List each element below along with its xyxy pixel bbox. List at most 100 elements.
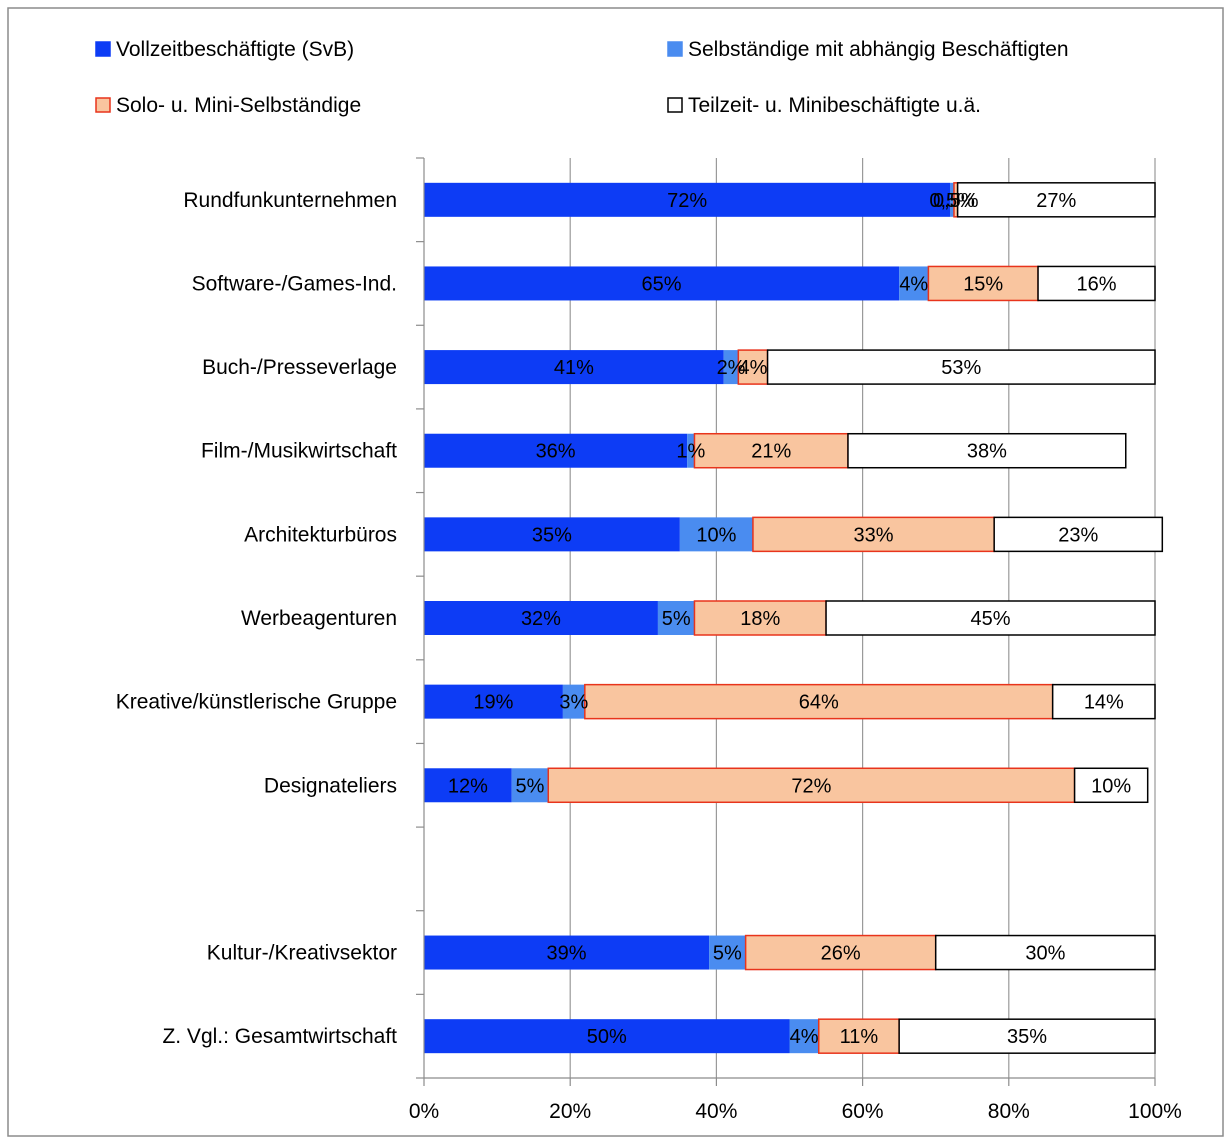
x-tick-label: 40% [695, 1100, 737, 1123]
legend-swatch-3 [95, 97, 111, 113]
bar-segment-2 [679, 517, 753, 552]
data-label: 5% [662, 608, 691, 630]
bar-segment-1 [424, 350, 724, 385]
legend-swatch-2 [667, 41, 683, 57]
data-label: 2% [717, 357, 746, 379]
bar-segment-2 [687, 433, 695, 468]
data-label: 4% [899, 273, 928, 295]
data-label: 32% [521, 608, 561, 630]
legend-swatch-1 [95, 41, 111, 57]
data-label: 35% [532, 524, 572, 546]
bar-segment-2 [899, 266, 929, 301]
bar-segment-1 [424, 768, 512, 803]
legend: Vollzeitbeschäftigte (SvB) Selbständige m… [95, 38, 1069, 117]
category-label: Werbeagenturen [241, 607, 397, 630]
bar-segment-4 [766, 349, 1156, 385]
bar-segment-3 [752, 516, 995, 553]
x-tick-label: 60% [842, 1100, 884, 1123]
data-label: 0,5% [929, 190, 975, 212]
bar-segment-2 [511, 768, 549, 803]
data-label: 53% [941, 357, 981, 379]
bar-segment-3 [693, 600, 827, 636]
bar-segment-1 [424, 684, 563, 719]
data-label: 21% [751, 441, 791, 463]
data-label: 12% [448, 775, 488, 797]
bars [424, 182, 1164, 1054]
bar-segment-4 [956, 182, 1156, 218]
data-label: 26% [821, 943, 861, 965]
legend-label-3: Solo- u. Mini-Selbständige [116, 94, 361, 117]
bar-segment-3 [584, 683, 1054, 720]
data-label: 19% [473, 692, 513, 714]
data-label: 14% [1084, 692, 1124, 714]
data-label: 15% [963, 273, 1003, 295]
bar-segment-1 [424, 433, 688, 468]
data-label: 10% [696, 524, 736, 546]
data-label: 72% [667, 190, 707, 212]
bar-segment-1 [424, 601, 658, 635]
legend-label-1: Vollzeitbeschäftigte (SvB) [116, 38, 354, 61]
legend-label-2: Selbständige mit abhängig Beschäftigten [688, 38, 1069, 61]
bar-segment-2 [562, 684, 585, 719]
x-tick-label: 100% [1128, 1100, 1182, 1123]
labels: Rundfunkunternehmen 72% 0,5%0,5% 27% Softwar… [116, 189, 1132, 1048]
bar-segment-2 [657, 601, 695, 635]
data-label: 18% [740, 608, 780, 630]
bar-segment-1 [424, 517, 680, 552]
bar-segment-4 [1073, 767, 1149, 804]
category-label: Designateliers [264, 774, 397, 797]
bar-segment-1 [424, 182, 951, 217]
data-label: 45% [971, 608, 1011, 630]
data-label: 4% [790, 1026, 819, 1048]
bar-segment-1 [424, 266, 900, 301]
data-label: 64% [799, 692, 839, 714]
x-tick-label: 0% [409, 1100, 439, 1123]
data-label: 36% [536, 441, 576, 463]
category-label: Rundfunkunternehmen [183, 189, 397, 212]
category-label: Film-/Musikwirtschaft [201, 440, 397, 463]
bar-segment-4 [847, 432, 1127, 469]
bar-segment-3 [693, 432, 849, 469]
bar-segment-4 [825, 600, 1156, 636]
bar-segment-4 [1051, 683, 1156, 720]
category-label: Software-/Games-Ind. [192, 272, 397, 295]
data-label: 23% [1058, 524, 1098, 546]
data-label: 16% [1077, 273, 1117, 295]
bar-segment-2 [709, 935, 746, 970]
data-label: 5% [516, 775, 545, 797]
bar-segment-3 [817, 1018, 900, 1054]
data-label: 38% [967, 441, 1007, 463]
legend-swatch-4 [667, 97, 683, 113]
data-label: 3% [559, 692, 588, 714]
category-label: Architekturbüros [244, 523, 397, 546]
data-label: 27% [1036, 190, 1076, 212]
data-label: 4% [738, 357, 767, 379]
bar-segment-3 [744, 934, 937, 971]
category-label: Kreative/künstlerische Gruppe [116, 691, 397, 714]
category-label: Kultur-/Kreativsektor [207, 942, 397, 965]
data-label: 5% [713, 943, 742, 965]
axes: 0% 20% 40% 60% 80% 100% [409, 157, 1182, 1123]
bar-segment-1 [424, 1019, 790, 1054]
bar-segment-4 [1037, 265, 1156, 302]
bar-segment-1 [424, 935, 710, 970]
data-label: 35% [1007, 1026, 1047, 1048]
bar-segment-4 [898, 1018, 1156, 1054]
x-tick-label: 20% [549, 1100, 591, 1123]
legend-label-4: Teilzeit- u. Minibeschäftigte u.ä. [688, 94, 981, 117]
category-label: Z. Vgl.: Gesamtwirtschaft [162, 1025, 397, 1048]
data-label: 41% [554, 357, 594, 379]
data-label: 65% [642, 273, 682, 295]
data-label: 39% [547, 943, 587, 965]
category-label: Buch-/Presseverlage [202, 356, 397, 379]
data-label: 11% [840, 1026, 879, 1048]
data-label: 1% [676, 441, 705, 463]
bar-segment-2 [723, 350, 739, 385]
bar-segment-3 [547, 767, 1076, 804]
bar-segment-4 [993, 516, 1164, 553]
data-label: 0,5% [933, 190, 979, 212]
data-label: 10% [1091, 775, 1131, 797]
bar-segment-2 [950, 182, 954, 217]
